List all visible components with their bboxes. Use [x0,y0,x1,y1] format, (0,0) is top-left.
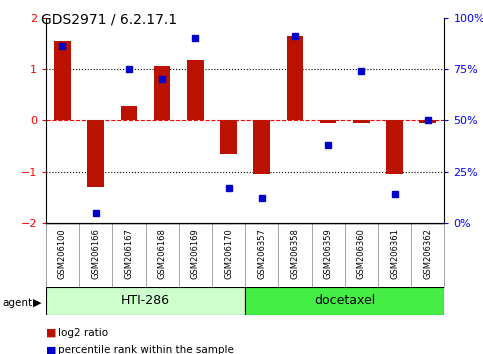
Text: GDS2971 / 6.2.17.1: GDS2971 / 6.2.17.1 [41,12,177,27]
Text: GSM206362: GSM206362 [423,228,432,279]
Text: GSM206100: GSM206100 [58,228,67,279]
Text: agent: agent [2,298,32,308]
Text: percentile rank within the sample: percentile rank within the sample [58,346,234,354]
Bar [353,120,369,123]
Text: GSM206167: GSM206167 [125,228,133,279]
Bar [245,287,444,315]
Bar [419,120,436,123]
Text: GSM206169: GSM206169 [191,228,200,279]
Text: GSM206358: GSM206358 [290,228,299,279]
Text: GSM206360: GSM206360 [357,228,366,279]
Bar [187,60,204,120]
Text: log2 ratio: log2 ratio [58,328,108,338]
Text: GSM206357: GSM206357 [257,228,266,279]
Text: HTI-286: HTI-286 [121,295,170,307]
Text: GSM206359: GSM206359 [324,228,333,279]
Bar [254,120,270,174]
Text: docetaxel: docetaxel [314,295,375,307]
Bar [320,120,337,123]
Text: ■: ■ [46,328,57,338]
Bar [121,106,137,120]
Bar [46,287,245,315]
Bar [286,36,303,120]
Text: ■: ■ [46,346,57,354]
Bar [386,120,403,174]
Text: GSM206168: GSM206168 [157,228,167,279]
Text: GSM206170: GSM206170 [224,228,233,279]
Bar [154,67,170,120]
Text: GSM206166: GSM206166 [91,228,100,279]
Text: ▶: ▶ [33,298,42,308]
Bar [87,120,104,187]
Bar [220,120,237,154]
Text: GSM206361: GSM206361 [390,228,399,279]
Bar [54,41,71,120]
